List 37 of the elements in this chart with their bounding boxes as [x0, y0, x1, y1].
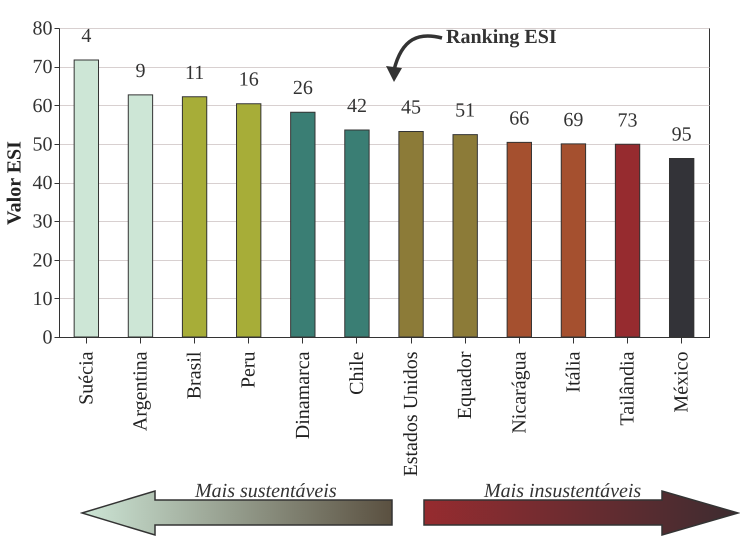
y-tick-label: 30 [32, 210, 52, 233]
annotation: 51 [455, 100, 476, 122]
x-tick-label: Suécia [75, 351, 98, 405]
y-tick-label: 80 [32, 18, 52, 40]
y-tick-label: 0 [42, 326, 52, 348]
x-tick-label: Peru [238, 352, 260, 388]
annotation: 9 [135, 60, 146, 82]
annotation: 45 [401, 96, 422, 119]
x-tick-label: Itália [562, 351, 584, 393]
annotation: 95 [672, 124, 692, 146]
x-tick-label: Nicarágua [508, 351, 530, 434]
annotation: 16 [238, 68, 259, 91]
text: Mais sustentáveis [195, 480, 337, 503]
y-tick-label: 40 [32, 172, 52, 194]
y-tick-label: 60 [32, 94, 52, 117]
x-tick-label: Argentina [129, 351, 152, 432]
x-tick-label: Chile [346, 351, 368, 395]
x-tick-label: Brasil [184, 351, 206, 400]
text: Mais insustentáveis [484, 480, 642, 503]
annotation: 69 [563, 108, 584, 131]
annotation: 66 [509, 107, 530, 130]
y-tick-label: 10 [32, 288, 52, 310]
y-tick-label: 50 [32, 133, 52, 156]
y-axis-title: Valor ESI [4, 140, 26, 225]
annotation: Ranking ESI [446, 26, 557, 49]
x-tick-label: Dinamarca [292, 351, 314, 440]
annotation: 26 [292, 77, 313, 100]
x-tick-label: Tailândia [616, 351, 639, 426]
x-tick-label: Estados Unidos [400, 351, 422, 476]
y-tick-label: 70 [32, 56, 52, 78]
x-tick-label: México [670, 352, 693, 413]
annotation: 11 [184, 62, 204, 84]
annotation: 73 [618, 109, 638, 132]
annotation: 4 [81, 25, 92, 48]
annotation: 42 [346, 94, 367, 117]
x-tick-label: Equador [454, 351, 476, 420]
y-tick-label: 20 [32, 249, 52, 272]
